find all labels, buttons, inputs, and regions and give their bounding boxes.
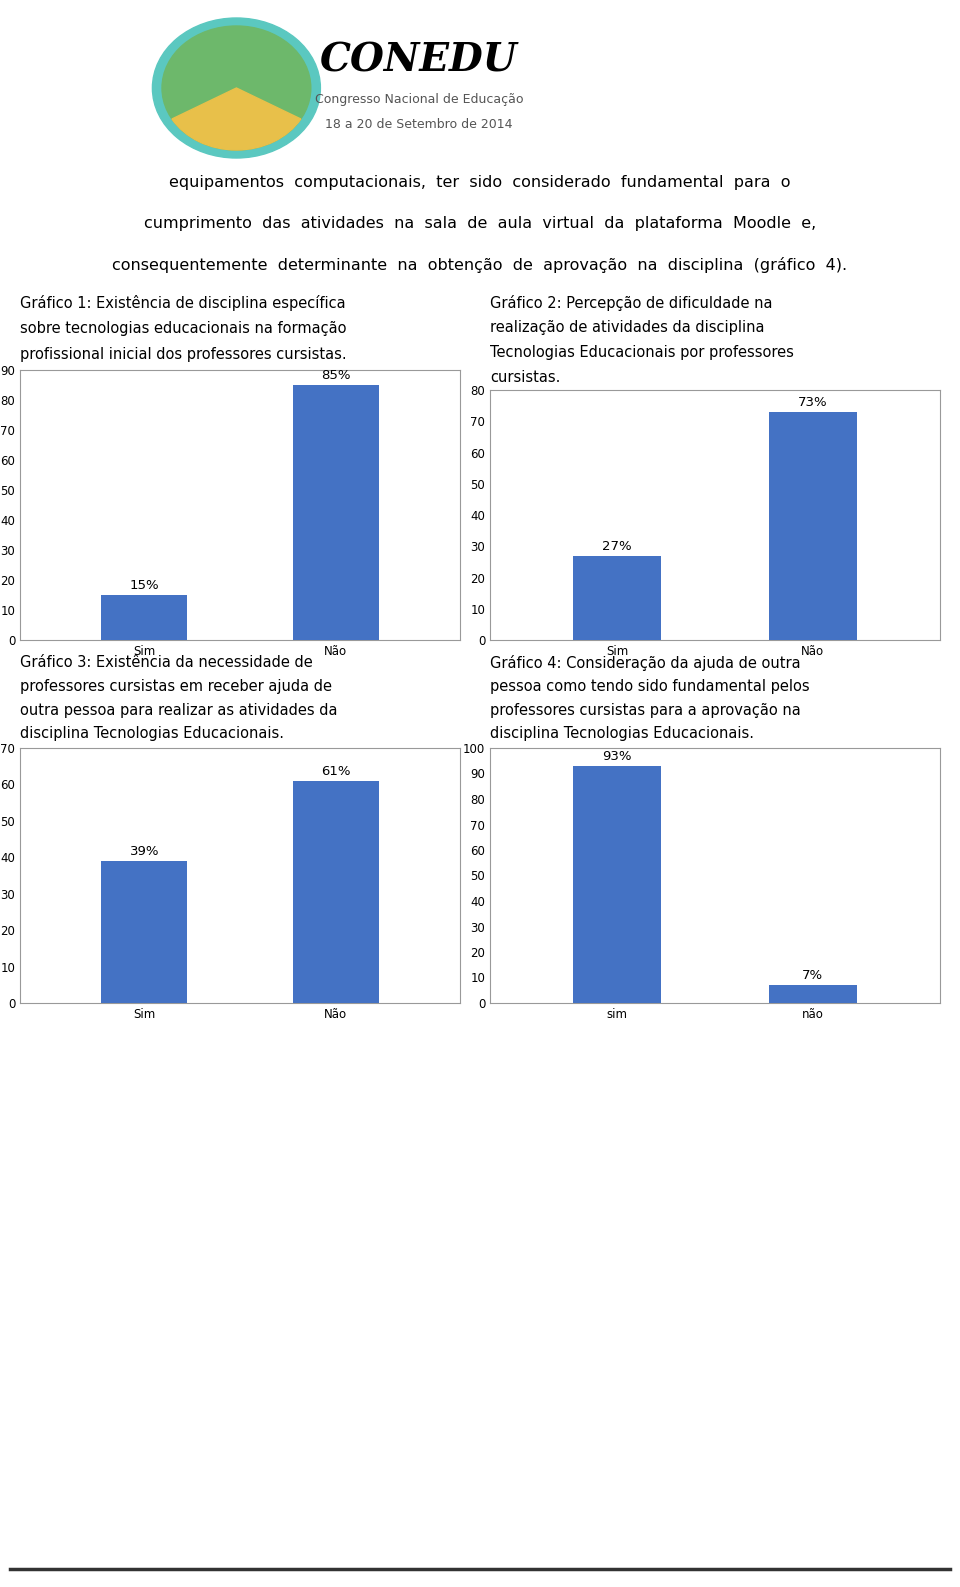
Bar [573, 555, 661, 640]
Text: consequentemente  determinante  na  obtenção  de  aprovação  na  disciplina  (gr: consequentemente determinante na obtençã… [112, 257, 848, 273]
Text: sobre tecnologias educacionais na formação: sobre tecnologias educacionais na formaç… [20, 321, 347, 336]
Text: professores cursistas para a aprovação na: professores cursistas para a aprovação n… [490, 703, 801, 717]
Text: outra pessoa para realizar as atividades da: outra pessoa para realizar as atividades… [20, 703, 338, 717]
Text: cursistas.: cursistas. [490, 370, 561, 384]
Bar [293, 386, 378, 640]
Text: 15%: 15% [130, 579, 159, 592]
Text: 73%: 73% [798, 395, 828, 409]
Text: 39%: 39% [130, 844, 159, 859]
Bar [573, 767, 661, 1003]
Text: Gráfico 3: Existência da necessidade de: Gráfico 3: Existência da necessidade de [20, 655, 313, 670]
Text: Tecnologias Educacionais por professores: Tecnologias Educacionais por professores [490, 344, 794, 360]
Bar [102, 595, 187, 640]
Text: Gráfico 2: Percepção de dificuldade na: Gráfico 2: Percepção de dificuldade na [490, 295, 773, 311]
Text: 61%: 61% [321, 765, 350, 778]
Text: profissional inicial dos professores cursistas.: profissional inicial dos professores cur… [20, 348, 347, 362]
Text: 7%: 7% [803, 970, 824, 982]
Text: Gráfico 1: Existência de disciplina específica: Gráfico 1: Existência de disciplina espe… [20, 295, 346, 311]
Text: 18 a 20 de Setembro de 2014: 18 a 20 de Setembro de 2014 [325, 117, 513, 130]
Text: pessoa como tendo sido fundamental pelos: pessoa como tendo sido fundamental pelos [490, 679, 809, 694]
Text: Congresso Nacional de Educação: Congresso Nacional de Educação [315, 94, 523, 106]
Bar [102, 860, 187, 1003]
Text: professores cursistas em receber ajuda de: professores cursistas em receber ajuda d… [20, 679, 332, 694]
Text: 27%: 27% [602, 540, 632, 552]
Bar [293, 781, 378, 1003]
Text: 93%: 93% [603, 749, 632, 763]
Text: realização de atividades da disciplina: realização de atividades da disciplina [490, 321, 764, 335]
Circle shape [162, 25, 311, 151]
Text: disciplina Tecnologias Educacionais.: disciplina Tecnologias Educacionais. [20, 727, 284, 741]
Bar [769, 413, 857, 640]
Text: 85%: 85% [321, 368, 350, 382]
Text: cumprimento  das  atividades  na  sala  de  aula  virtual  da  plataforma  Moodl: cumprimento das atividades na sala de au… [144, 216, 816, 230]
Text: Gráfico 4: Consideração da ajuda de outra: Gráfico 4: Consideração da ajuda de outr… [490, 655, 801, 671]
Text: disciplina Tecnologias Educacionais.: disciplina Tecnologias Educacionais. [490, 727, 754, 741]
Circle shape [153, 17, 321, 159]
Text: CONEDU: CONEDU [320, 41, 517, 79]
Bar [769, 986, 857, 1003]
Text: equipamentos  computacionais,  ter  sido  considerado  fundamental  para  o: equipamentos computacionais, ter sido co… [169, 175, 791, 190]
Wedge shape [172, 87, 300, 151]
